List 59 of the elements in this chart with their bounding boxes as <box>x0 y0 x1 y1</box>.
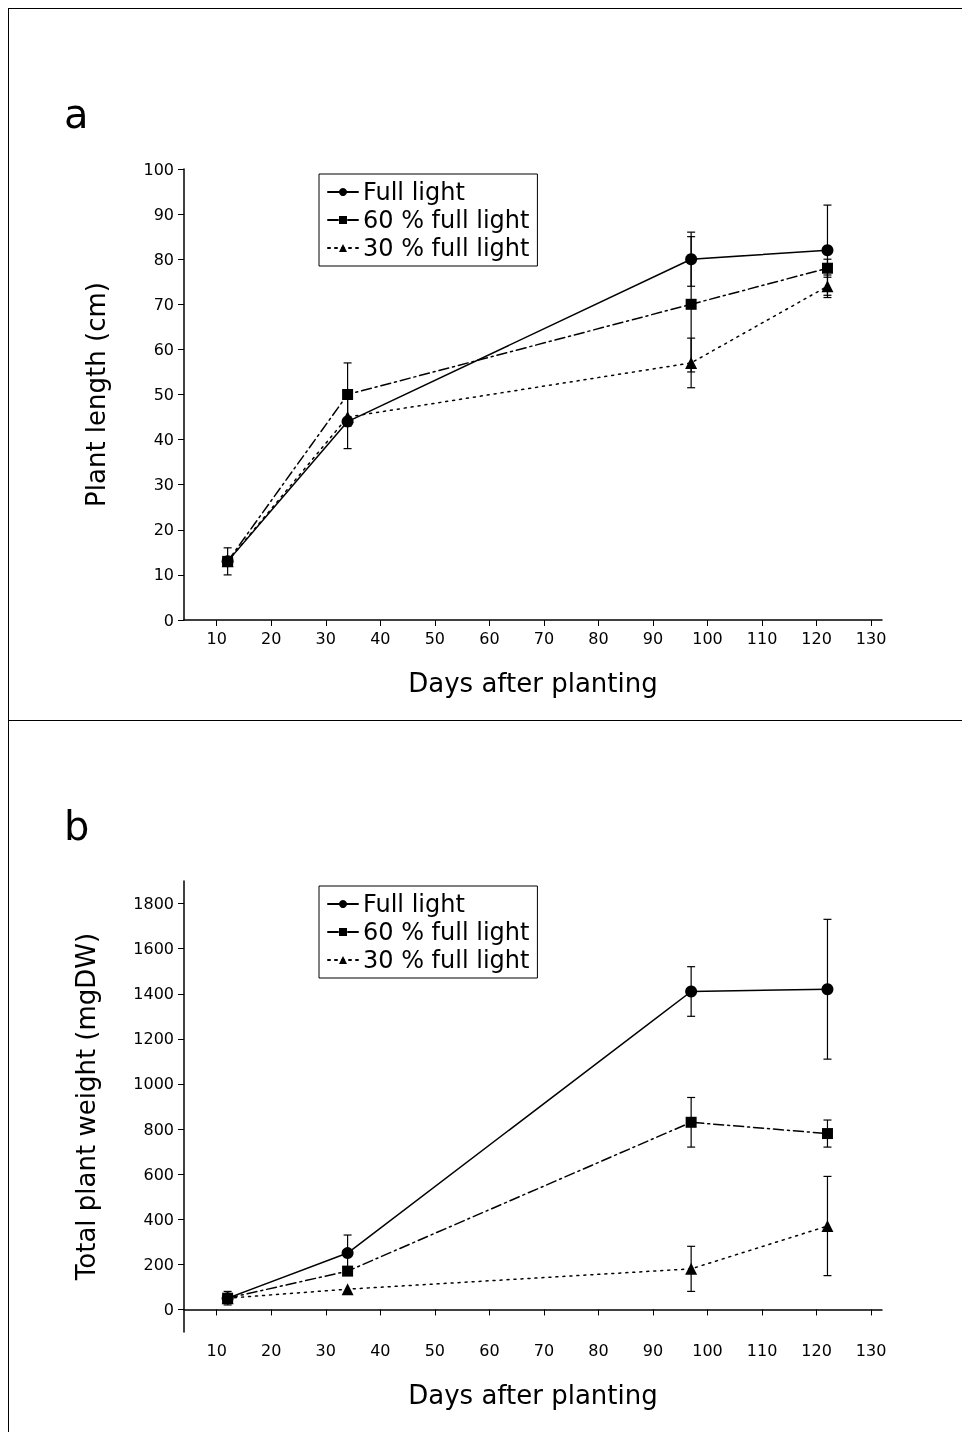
y-tick-label: 0 <box>163 610 174 630</box>
y-tick-label: 20 <box>153 520 174 540</box>
y-tick-label: 60 <box>153 339 174 359</box>
x-tick-label: 10 <box>206 1340 227 1360</box>
legend-label: Full light <box>363 890 465 918</box>
legend-label: 60 % full light <box>363 206 530 234</box>
y-tick-label: 800 <box>143 1119 174 1139</box>
x-tick-label: 30 <box>315 628 336 648</box>
text: b <box>64 803 90 849</box>
y-tick-label: 1000 <box>133 1074 174 1094</box>
x-tick-label: 90 <box>642 1340 664 1360</box>
y-axis-title: Plant length (cm) <box>81 282 111 507</box>
x-tick-label: 40 <box>370 628 391 648</box>
x-tick-label: 70 <box>533 628 555 648</box>
x-tick-label: 120 <box>801 1340 832 1360</box>
x-tick-label: 110 <box>746 628 778 648</box>
y-tick-label: 0 <box>163 1299 174 1319</box>
x-tick-label: 70 <box>533 1340 555 1360</box>
y-tick-label: 90 <box>153 204 174 224</box>
text: a <box>64 91 89 137</box>
x-tick-label: 10 <box>206 628 227 648</box>
x-tick-label: 130 <box>855 1340 887 1360</box>
x-tick-label: 20 <box>261 628 282 648</box>
legend-label: 60 % full light <box>363 918 530 946</box>
x-tick-label: 90 <box>642 628 664 648</box>
x-tick-label: 50 <box>424 1340 446 1360</box>
y-tick-label: 30 <box>153 475 174 495</box>
y-tick-label: 200 <box>143 1254 174 1274</box>
x-tick-label: 30 <box>315 1340 336 1360</box>
y-tick-label: 10 <box>153 565 174 585</box>
legend-label: 30 % full light <box>363 234 530 262</box>
x-tick-label: 100 <box>692 1340 723 1360</box>
x-tick-label: 60 <box>479 1340 500 1360</box>
x-tick-label: 130 <box>855 628 887 648</box>
x-tick-label: 50 <box>424 628 446 648</box>
x-axis-title: Days after planting <box>408 668 658 698</box>
y-tick-label: 1600 <box>133 939 174 959</box>
y-tick-label: 1400 <box>133 984 174 1004</box>
y-tick-label: 100 <box>143 159 174 179</box>
legend-label: 30 % full light <box>363 946 530 974</box>
y-tick-label: 400 <box>143 1209 174 1229</box>
y-tick-label: 40 <box>153 430 174 450</box>
y-tick-label: 70 <box>153 294 174 314</box>
y-tick-label: 50 <box>153 385 174 404</box>
y-axis-title: Total plant weight (mgDW) <box>71 932 101 1282</box>
x-tick-label: 60 <box>479 628 500 648</box>
y-tick-label: 1200 <box>133 1029 174 1049</box>
legend-label: Full light <box>363 178 465 206</box>
x-tick-label: 20 <box>261 1340 282 1360</box>
x-axis-title: Days after planting <box>408 1380 658 1410</box>
y-tick-label: 1800 <box>133 894 174 914</box>
y-tick-label: 80 <box>153 249 174 269</box>
x-tick-label: 110 <box>746 1340 778 1360</box>
x-tick-label: 120 <box>801 628 832 648</box>
y-tick-label: 600 <box>143 1164 174 1184</box>
x-tick-label: 80 <box>588 1340 609 1360</box>
x-tick-label: 80 <box>588 628 609 648</box>
x-tick-label: 100 <box>692 628 723 648</box>
x-tick-label: 40 <box>370 1340 391 1360</box>
